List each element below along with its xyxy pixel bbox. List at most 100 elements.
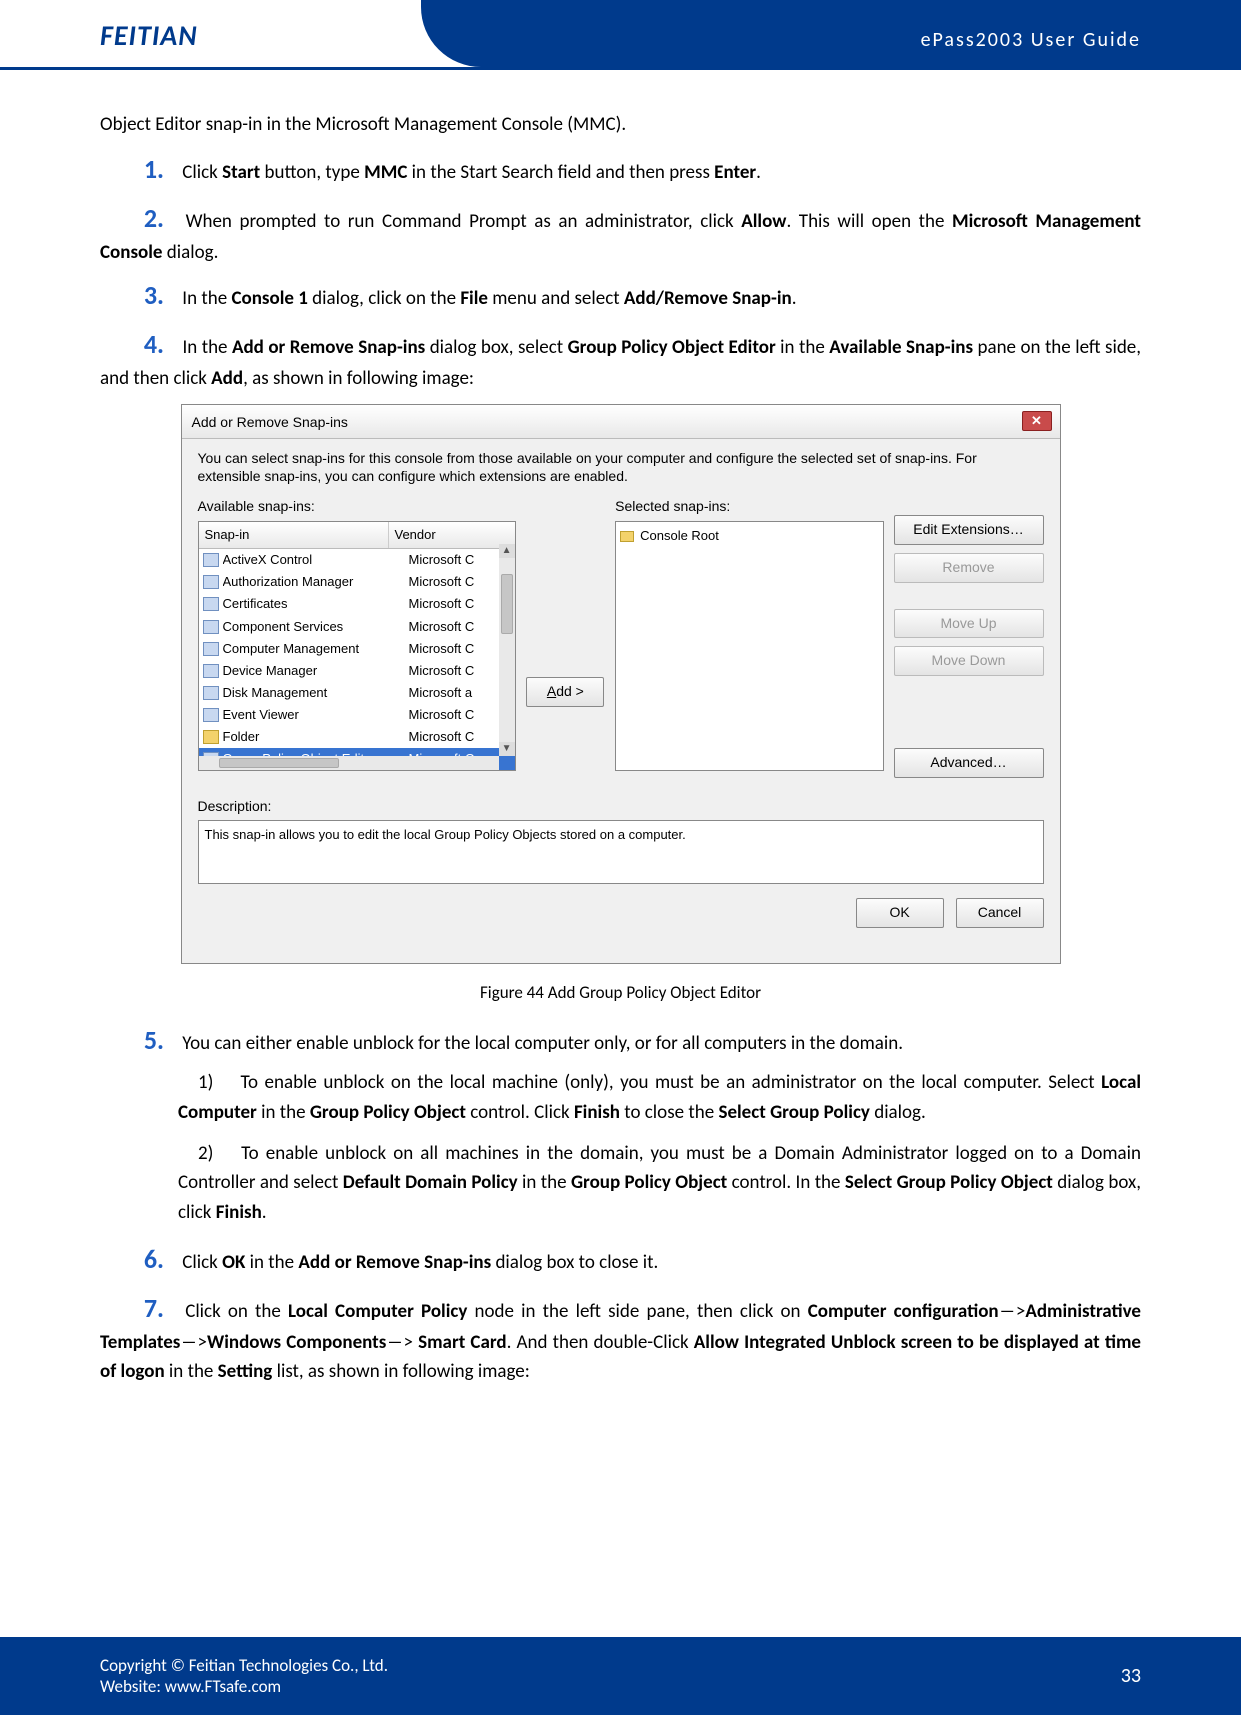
advanced-button[interactable]: Advanced… [894,748,1044,778]
bold: MMC [364,161,407,184]
step-number: 4. [126,324,164,364]
text: . [756,161,761,184]
step-2: 2. When prompted to run Command Prompt a… [100,198,1141,268]
step-7: 7. Click on the Local Computer Policy no… [100,1288,1141,1387]
text: to close the [620,1101,718,1124]
snapin-name: Device Manager [223,661,409,681]
scroll-up-icon[interactable]: ▲ [499,544,515,558]
snapin-name: Computer Management [223,639,409,659]
scroll-thumb[interactable] [219,758,339,768]
text: , as shown in following image: [243,367,474,390]
list-item[interactable]: Computer ManagementMicrosoft C [199,638,515,660]
bold: Start [222,161,260,184]
bold: Group Policy Object [310,1101,466,1124]
text: dialog, click on the [308,287,460,310]
text: list, as shown in following image: [272,1360,530,1383]
text: When prompted to run Command Prompt as a… [186,210,742,233]
step-5: 5. You can either enable unblock for the… [100,1020,1141,1060]
snapin-icon [203,575,219,589]
list-item[interactable]: Console Root [620,526,878,546]
list-header: Snap-in Vendor [199,522,515,549]
bold: Select Group Policy [718,1101,869,1124]
move-down-button[interactable]: Move Down [894,646,1044,676]
step-5-1: 1) To enable unblock on the local machin… [178,1068,1141,1127]
text: . This will open the [786,210,952,233]
text: control. Click [466,1101,574,1124]
text: dialog box, select [425,336,567,359]
figure-caption: Figure 44 Add Group Policy Object Editor [100,980,1141,1006]
step-5-2: 2) To enable unblock on all machines in … [178,1139,1141,1227]
close-icon[interactable]: ✕ [1022,411,1052,431]
text: Click on the [185,1300,288,1323]
text: node in the left side pane, then click o… [467,1300,807,1323]
text: You can either enable unblock for the lo… [182,1032,903,1055]
cancel-button[interactable]: Cancel [956,898,1044,928]
available-listbox[interactable]: Snap-in Vendor ActiveX ControlMicrosoft … [198,521,516,771]
list-item[interactable]: Component ServicesMicrosoft C [199,616,515,638]
intro-text: Object Editor snap-in in the Microsoft M… [100,110,1141,139]
list-item[interactable]: Event ViewerMicrosoft C [199,704,515,726]
list-item[interactable]: ActiveX ControlMicrosoft C [199,549,515,571]
text: dialog. [163,241,219,264]
list-item[interactable]: FolderMicrosoft C [199,726,515,748]
text: in the [776,336,830,359]
step-number: 1. [126,149,164,189]
bold: Available Snap-ins [829,336,973,359]
text: ―> [386,1331,418,1354]
snapin-icon [203,620,219,634]
dialog-title: Add or Remove Snap-ins [192,414,348,430]
bold: Finish [216,1201,262,1224]
snapin-vendor: Microsoft C [409,705,511,725]
step-1: 1. Click Start button, type MMC in the S… [100,149,1141,189]
text: . [262,1201,267,1224]
snapin-icon [203,642,219,656]
snapin-name: Component Services [223,617,409,637]
col-snapin[interactable]: Snap-in [199,522,389,548]
text: in the [518,1171,571,1194]
scrollbar-horizontal[interactable] [199,756,499,770]
bold: Add/Remove Snap-in [624,287,792,310]
dialog-description: You can select snap-ins for this console… [198,449,1044,487]
add-button[interactable]: Add > [526,677,604,707]
edit-extensions-button[interactable]: Edit Extensions… [894,515,1044,545]
snapin-icon [203,730,219,744]
screenshot-dialog: Add or Remove Snap-ins ✕ You can select … [181,404,1061,964]
bold: Computer configuration [808,1300,999,1323]
step-number: 3. [126,275,164,315]
scroll-thumb[interactable] [501,574,513,634]
list-item[interactable]: Device ManagerMicrosoft C [199,660,515,682]
text: ―> [999,1300,1026,1323]
remove-button[interactable]: Remove [894,553,1044,583]
snapin-name: Event Viewer [223,705,409,725]
description-label: Description: [198,796,1044,818]
bold: File [460,287,488,310]
list-item[interactable]: Disk ManagementMicrosoft a [199,682,515,704]
bold: Local Computer Policy [288,1300,467,1323]
step-number: 7. [126,1288,164,1328]
copyright-text: Copyright © Feitian Technologies Co., Lt… [100,1655,388,1676]
scroll-down-icon[interactable]: ▼ [499,742,515,756]
snapin-vendor: Microsoft C [409,727,511,747]
text: In the [182,287,231,310]
step-number: 5. [126,1020,164,1060]
list-item[interactable]: CertificatesMicrosoft C [199,593,515,615]
snapin-icon [203,664,219,678]
bold: Default Domain Policy [343,1171,518,1194]
snapin-vendor: Microsoft C [409,661,511,681]
scrollbar-vertical[interactable]: ▲ ▼ [499,544,515,756]
selected-listbox[interactable]: Console Root [615,521,883,771]
snapin-name: Disk Management [223,683,409,703]
col-vendor[interactable]: Vendor [389,522,515,548]
text: in the [165,1360,218,1383]
substep-number: 2) [198,1139,234,1168]
ok-button[interactable]: OK [856,898,944,928]
description-box: This snap-in allows you to edit the loca… [198,820,1044,884]
move-up-button[interactable]: Move Up [894,609,1044,639]
text: in the [257,1101,310,1124]
bold: Console 1 [231,287,307,310]
list-item[interactable]: Authorization ManagerMicrosoft C [199,571,515,593]
snapin-icon [203,686,219,700]
snapin-vendor: Microsoft C [409,594,511,614]
text: Click [182,1251,222,1274]
text: ―> [180,1331,207,1354]
